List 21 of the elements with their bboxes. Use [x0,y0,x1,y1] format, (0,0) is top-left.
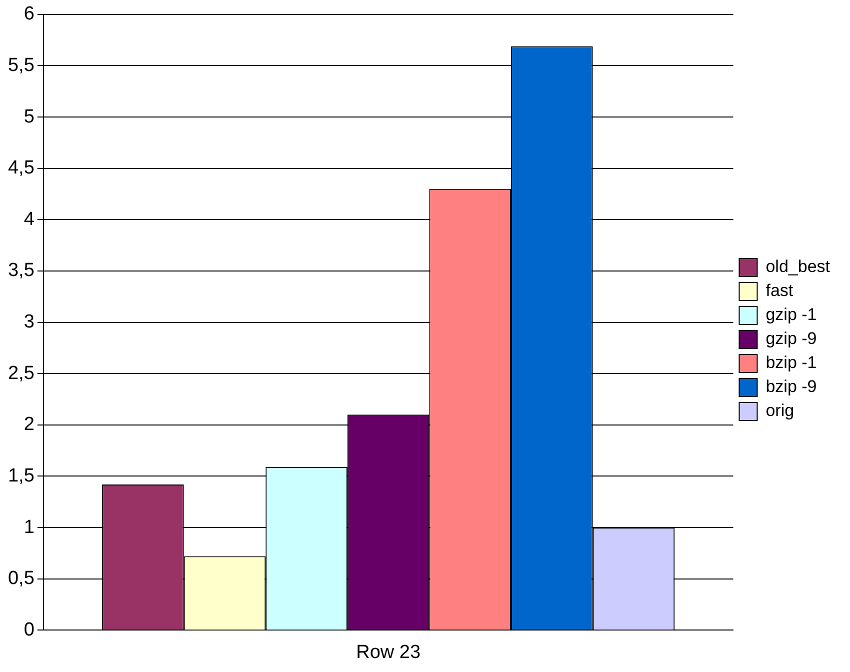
y-tick-label: 3 [24,312,34,333]
legend-label: fast [766,281,794,300]
y-tick-label: 4,5 [8,158,34,179]
y-tick-label: 0 [24,619,34,640]
y-tick-label: 4 [24,208,35,230]
legend-label: gzip -9 [766,329,817,348]
legend-label: gzip -1 [766,305,817,324]
y-tick-label: 3,5 [8,260,34,282]
legend-label: bzip -1 [766,353,817,372]
legend-label: bzip -9 [766,377,817,396]
x-tick-label: Row 23 [356,642,421,663]
y-tick-label: 2,5 [8,362,34,384]
y-tick-label: 0,5 [8,568,34,590]
y-tick-label: 5,5 [8,54,34,76]
y-tick-label: 5 [24,106,34,128]
y-tick-label: 2 [24,414,34,436]
y-tick-label: 1 [24,516,34,538]
y-tick-label: 6 [24,4,34,25]
legend-label: old_best [766,257,830,276]
y-tick-label: 1,5 [8,465,34,486]
legend-label: orig [766,401,794,420]
